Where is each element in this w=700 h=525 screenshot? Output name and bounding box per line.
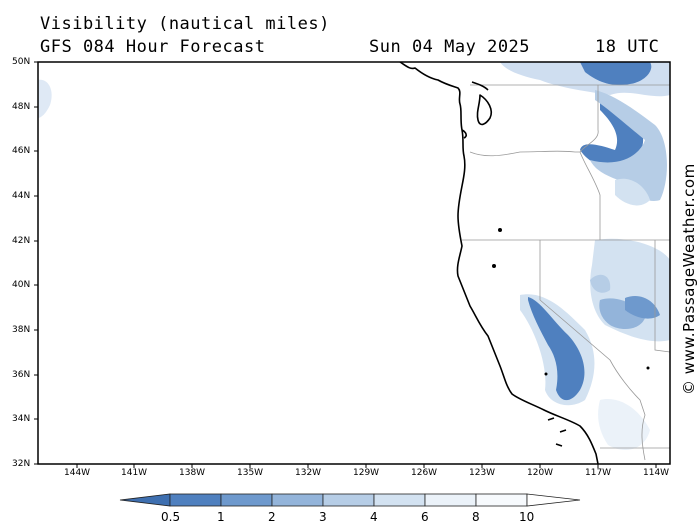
colorbar-label: 0.5 [161, 510, 181, 524]
lat-label: 40N [12, 280, 31, 290]
credit-watermark: © www.PassageWeather.com [680, 163, 698, 395]
lat-label: 36N [12, 370, 31, 380]
lon-label: 114W [643, 468, 670, 478]
colorbar [119, 493, 581, 507]
lon-label: 117W [585, 468, 612, 478]
colorbar-segment [373, 493, 426, 507]
colorbar-label: 10 [519, 510, 535, 524]
shade-socal [598, 399, 650, 450]
map-title: Visibility (nautical miles) [40, 14, 330, 34]
colorbar-label: 3 [319, 510, 327, 524]
lat-label: 32N [12, 459, 31, 469]
colorbar-segment [475, 493, 528, 507]
colorbar-low-arrow [119, 493, 171, 507]
forecast-date: Sun 04 May 2025 [369, 37, 531, 57]
visibility-shading [38, 62, 670, 450]
shade-washington [580, 100, 644, 171]
lat-label: 46N [12, 146, 31, 156]
colorbar-segment [271, 493, 324, 507]
colorbar-label: 4 [370, 510, 378, 524]
shade-nw-oregon [590, 274, 611, 293]
lon-ticks [76, 464, 657, 468]
lat-label: 34N [12, 414, 31, 424]
lon-label: 141W [121, 468, 148, 478]
lat-label: 38N [12, 325, 31, 335]
state-borders [462, 84, 670, 461]
lon-label: 144W [64, 468, 91, 478]
lon-label: 129W [353, 468, 380, 478]
shade-sierra [528, 297, 585, 401]
colorbar-label: 2 [268, 510, 276, 524]
colorbar-segment [169, 493, 222, 507]
lon-label: 123W [469, 468, 496, 478]
shade-north-dark [580, 62, 652, 86]
lon-label: 120W [527, 468, 554, 478]
shade-nevada-dark [625, 295, 660, 319]
forecast-time: 18 UTC [595, 37, 660, 57]
lon-label: 132W [295, 468, 322, 478]
shade-wa-light [590, 90, 667, 201]
colorbar-label: 6 [421, 510, 429, 524]
map-frame [37, 61, 671, 465]
colorbar-label: 8 [472, 510, 480, 524]
lat-ticks [34, 61, 38, 465]
coastline [399, 62, 599, 464]
colorbar-segment [322, 493, 375, 507]
lakes [492, 228, 650, 376]
lon-label: 135W [237, 468, 264, 478]
lat-label: 42N [12, 236, 31, 246]
forecast-model: GFS 084 Hour Forecast [40, 37, 266, 57]
colorbar-segment [424, 493, 477, 507]
shade-idaho [615, 178, 650, 206]
lon-label: 138W [179, 468, 206, 478]
colorbar-label: 1 [217, 510, 225, 524]
lat-label: 48N [12, 102, 31, 112]
lat-label: 50N [12, 57, 31, 67]
colorbar-high-arrow [526, 493, 581, 507]
shade-offshore-nw [38, 79, 52, 118]
lat-label: 44N [12, 191, 31, 201]
colorbar-segment [220, 493, 273, 507]
lon-label: 126W [411, 468, 438, 478]
